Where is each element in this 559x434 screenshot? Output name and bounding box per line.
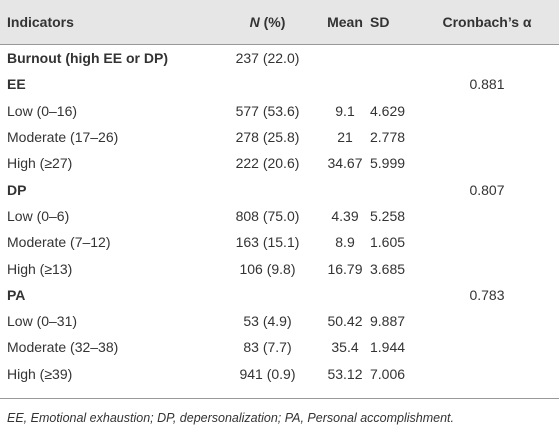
table-cell: 7.006 [370,365,406,382]
table-cell: 1.944 [370,339,406,356]
table-cell: 53.12 [327,365,363,382]
table-cell: 1.605 [370,234,406,251]
header-italic: N [249,14,260,30]
table-cell: 237 (22.0) [235,50,300,67]
header-text: (%) [259,14,286,30]
table-row: Low (0–6) 808 (75.0) 4.39 5.258 [0,203,559,229]
table-cell [415,45,559,72]
header-cell: N (%) [215,0,320,45]
table-cell: 106 (9.8) [239,260,296,277]
table-cell: 5.258 [370,207,406,224]
table-cell: 577 (53.6) [235,102,300,119]
table-row: EE 0.881 [0,71,559,97]
table-cell: 9.1 [335,102,355,119]
table-cell [215,71,320,97]
table-row: Moderate (7–12) 163 (15.1) 8.9 1.605 [0,229,559,255]
table-cell: 16.79 [327,260,363,277]
table-cell [415,361,559,387]
table-row: PA 0.783 [0,282,559,308]
table-cell: EE [7,76,26,93]
table-cell: Moderate (17–26) [7,129,119,146]
table-cell: 4.39 [331,207,359,224]
table-cell [415,150,559,176]
table-cell: 9.887 [370,313,406,330]
table-cell: 35.4 [331,339,359,356]
table-cell: 53 (4.9) [243,313,292,330]
table-cell: DP [7,181,27,198]
table-cell [370,176,415,202]
table-cell [320,176,370,202]
header-row: Indicators N (%) Mean SD Cronbach’s α [0,0,559,45]
table-cell: High (≥13) [7,260,73,277]
table-cell [415,98,559,124]
table-cell: High (≥39) [7,365,73,382]
table-row: High (≥39) 941 (0.9) 53.12 7.006 [0,361,559,387]
table: Indicators N (%) Mean SD Cronbach’s α Burnou… [0,0,559,387]
table-cell [415,308,559,334]
table-body: Burnout (high EE or DP) 237 (22.0) EE 0.881… [0,45,559,387]
bottom-rule [0,398,559,399]
table-cell: Low (0–31) [7,313,78,330]
table-cell: 0.783 [469,286,505,303]
table-cell: PA [7,286,26,303]
table-cell [415,229,559,255]
table-cell: Moderate (7–12) [7,234,111,251]
table-cell [370,45,415,72]
table-cell [320,45,370,72]
table-cell: 21 [337,129,353,146]
table-cell: 3.685 [370,260,406,277]
header-cell: Cronbach’s α [415,0,559,45]
table-cell: Low (0–6) [7,207,70,224]
table-cell: 278 (25.8) [235,129,300,146]
table-row: Low (0–16) 577 (53.6) 9.1 4.629 [0,98,559,124]
table-cell [415,255,559,281]
table-cell [320,71,370,97]
table-cell: 808 (75.0) [235,207,300,224]
table-row: High (≥13) 106 (9.8) 16.79 3.685 [0,255,559,281]
table-cell: 163 (15.1) [235,234,300,251]
table-row: Moderate (17–26) 278 (25.8) 21 2.778 [0,124,559,150]
table-row: Low (0–31) 53 (4.9) 50.42 9.887 [0,308,559,334]
table-cell: 50.42 [327,313,363,330]
footnote: EE, Emotional exhaustion; DP, depersonal… [7,411,455,425]
table-cell [320,282,370,308]
table-row: DP 0.807 [0,176,559,202]
table-cell: 0.881 [469,76,505,93]
table-cell [415,203,559,229]
header-cell: SD [370,0,415,45]
table-row: Moderate (32–38) 83 (7.7) 35.4 1.944 [0,334,559,360]
table-cell [415,334,559,360]
table-cell [215,282,320,308]
table-cell: 8.9 [335,234,355,251]
table-cell: 2.778 [370,129,406,146]
table-cell: 941 (0.9) [239,365,296,382]
table-cell: Moderate (32–38) [7,339,119,356]
table-cell: 222 (20.6) [235,155,300,172]
table-cell: 5.999 [370,155,406,172]
table-cell [415,124,559,150]
table-cell: Burnout (high EE or DP) [7,50,168,67]
table-row: Burnout (high EE or DP) 237 (22.0) [0,45,559,72]
table-row: High (≥27) 222 (20.6) 34.67 5.999 [0,150,559,176]
table-cell: 4.629 [370,102,406,119]
table-cell: 83 (7.7) [243,339,292,356]
header-cell: Indicators [0,0,215,45]
header-cell: Mean [320,0,370,45]
table-cell: High (≥27) [7,155,73,172]
table-cell [370,71,415,97]
table-cell: 34.67 [327,155,363,172]
table-cell [215,176,320,202]
table-cell: Low (0–16) [7,102,78,119]
table-cell: 0.807 [469,181,505,198]
table-cell [370,282,415,308]
